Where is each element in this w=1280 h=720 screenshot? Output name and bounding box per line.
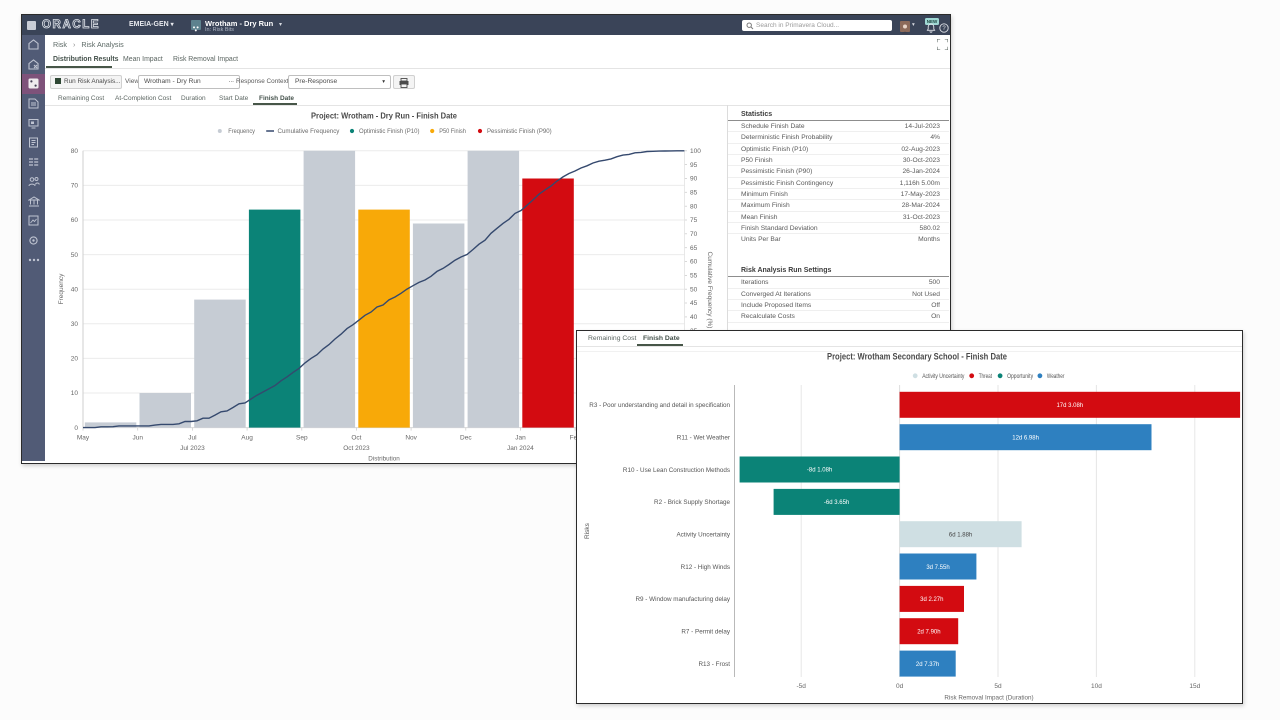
svg-text:Jan 2024: Jan 2024 (507, 445, 534, 452)
svg-text:45: 45 (690, 300, 698, 307)
svg-text:0: 0 (74, 425, 78, 432)
svg-text:12d 6.98h: 12d 6.98h (1012, 435, 1039, 441)
svg-text:Activity Uncertainty: Activity Uncertainty (922, 374, 964, 380)
svg-text:5d: 5d (994, 683, 1002, 690)
svg-text:-5d: -5d (796, 683, 806, 690)
svg-text:Activity Uncertainty: Activity Uncertainty (676, 532, 730, 539)
svg-text:Oct: Oct (351, 435, 361, 442)
svg-text:-6d 3.65h: -6d 3.65h (824, 500, 849, 506)
svg-text:80: 80 (690, 203, 698, 210)
svg-text:15d: 15d (1189, 683, 1200, 690)
svg-text:P50 Finish: P50 Finish (439, 128, 466, 135)
svg-text:65: 65 (690, 245, 698, 252)
svg-text:Jun: Jun (132, 435, 143, 442)
svg-text:Distribution: Distribution (368, 456, 400, 463)
svg-text:2d 7.90h: 2d 7.90h (917, 630, 940, 636)
svg-text:10d: 10d (1091, 683, 1102, 690)
svg-text:R12 - High Winds: R12 - High Winds (681, 564, 730, 571)
svg-text:Optimistic Finish (P10): Optimistic Finish (P10) (359, 128, 420, 135)
svg-text:50: 50 (71, 252, 79, 259)
svg-text:75: 75 (690, 217, 698, 224)
svg-text:2d 7.37h: 2d 7.37h (916, 662, 939, 668)
svg-text:Sep: Sep (296, 435, 308, 442)
svg-text:40: 40 (71, 286, 79, 293)
svg-text:Jan: Jan (515, 435, 526, 442)
svg-text:30: 30 (71, 321, 79, 328)
svg-text:-8d 1.08h: -8d 1.08h (807, 468, 832, 474)
svg-text:R9 - Window manufacturing dela: R9 - Window manufacturing delay (636, 596, 731, 603)
svg-text:70: 70 (71, 183, 79, 190)
svg-text:20: 20 (71, 356, 79, 363)
svg-text:70: 70 (690, 231, 698, 238)
svg-text:R2 - Brick Supply Shortage: R2 - Brick Supply Shortage (654, 499, 730, 506)
svg-text:R3 - Poor understanding and de: R3 - Poor understanding and detail in sp… (589, 402, 730, 409)
svg-text:50: 50 (690, 286, 698, 293)
svg-text:Cumulative Frequency: Cumulative Frequency (278, 128, 341, 135)
svg-text:10: 10 (71, 390, 79, 397)
svg-text:R13 - Frost: R13 - Frost (699, 661, 731, 668)
svg-text:May: May (77, 435, 90, 442)
svg-text:Frequency: Frequency (58, 273, 65, 304)
svg-text:80: 80 (71, 148, 79, 155)
svg-text:Threat: Threat (979, 374, 993, 380)
svg-text:R7 - Permit delay: R7 - Permit delay (681, 629, 730, 636)
svg-text:Risk Removal Impact (Duration): Risk Removal Impact (Duration) (944, 695, 1033, 702)
svg-text:Opportunity: Opportunity (1007, 374, 1033, 380)
svg-text:60: 60 (71, 217, 79, 224)
svg-text:55: 55 (690, 273, 698, 280)
svg-text:Project: Wrotham Secondary Sch: Project: Wrotham Secondary School - Fini… (827, 352, 1007, 363)
svg-text:Oct 2023: Oct 2023 (343, 445, 370, 452)
svg-text:R11 - Wet Weather: R11 - Wet Weather (677, 435, 730, 442)
svg-text:90: 90 (690, 176, 698, 183)
svg-text:Nov: Nov (405, 435, 417, 442)
svg-text:6d 1.88h: 6d 1.88h (949, 532, 972, 538)
svg-text:Jul 2023: Jul 2023 (180, 445, 205, 452)
svg-text:85: 85 (690, 190, 698, 197)
svg-text:Project: Wrotham - Dry Run - F: Project: Wrotham - Dry Run - Finish Date (311, 111, 457, 121)
svg-text:Jul: Jul (188, 435, 197, 442)
svg-text:40: 40 (690, 314, 698, 321)
svg-text:Aug: Aug (241, 435, 253, 442)
svg-text:100: 100 (690, 148, 701, 155)
svg-text:0d: 0d (896, 683, 904, 690)
svg-text:Dec: Dec (460, 435, 472, 442)
svg-text:3d 7.55h: 3d 7.55h (926, 565, 949, 571)
svg-text:Frequency: Frequency (228, 128, 255, 135)
svg-text:R10 - Use Lean Construction Me: R10 - Use Lean Construction Methods (623, 467, 730, 474)
svg-text:95: 95 (690, 162, 698, 169)
svg-text:Pessimistic Finish (P90): Pessimistic Finish (P90) (487, 128, 552, 135)
svg-text:?: ? (942, 26, 946, 32)
svg-text:Feb: Feb (570, 435, 582, 442)
svg-text:Cumulative Frequency (%): Cumulative Frequency (%) (706, 252, 713, 329)
svg-text:Risks: Risks (584, 522, 591, 539)
svg-text:17d 3.08h: 17d 3.08h (1056, 403, 1083, 409)
svg-text:3d 2.27h: 3d 2.27h (920, 597, 943, 603)
svg-text:Weather: Weather (1047, 374, 1065, 380)
svg-text:60: 60 (690, 259, 698, 266)
